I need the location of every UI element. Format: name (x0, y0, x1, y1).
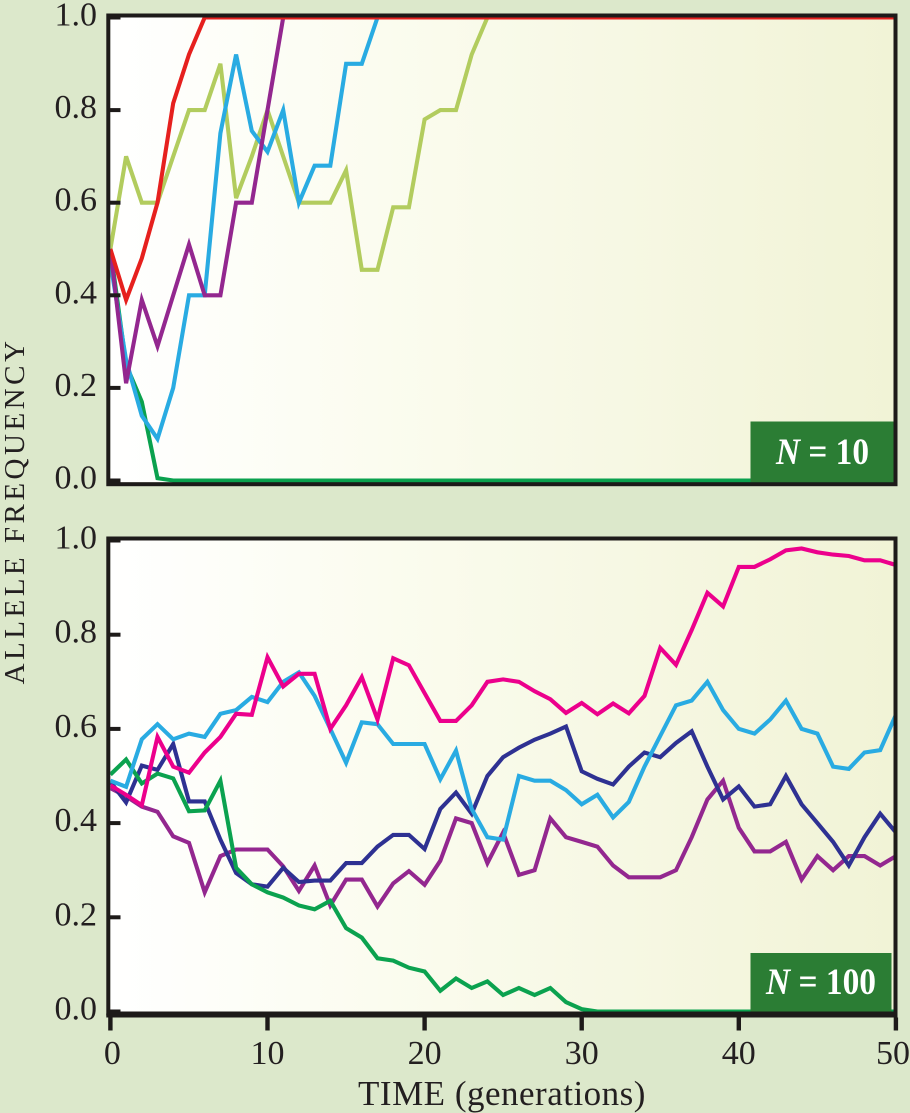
svg-text:40: 40 (722, 1035, 756, 1072)
svg-text:10: 10 (251, 1035, 285, 1072)
svg-text:0: 0 (104, 1035, 121, 1072)
svg-text:0.0: 0.0 (55, 991, 98, 1028)
svg-text:TIME (generations): TIME (generations) (358, 1074, 646, 1113)
svg-text:1.0: 1.0 (55, 0, 98, 34)
svg-text:0.0: 0.0 (55, 460, 98, 497)
svg-text:0.6: 0.6 (55, 182, 98, 219)
svg-text:20: 20 (408, 1035, 442, 1072)
svg-text:0.2: 0.2 (55, 896, 98, 933)
svg-text:30: 30 (565, 1035, 599, 1072)
svg-text:0.4: 0.4 (55, 802, 98, 839)
svg-text:ALLELE FREQUENCY: ALLELE FREQUENCY (0, 338, 31, 685)
svg-text:0.8: 0.8 (55, 89, 98, 126)
svg-text:0.4: 0.4 (55, 274, 98, 311)
svg-text:1.0: 1.0 (55, 520, 98, 557)
svg-text:N = 100: N = 100 (765, 962, 876, 1003)
svg-text:50: 50 (876, 1035, 910, 1072)
svg-text:0.6: 0.6 (55, 708, 98, 745)
svg-text:0.2: 0.2 (55, 367, 98, 404)
svg-text:N = 10: N = 10 (775, 432, 869, 473)
svg-text:0.8: 0.8 (55, 614, 98, 651)
